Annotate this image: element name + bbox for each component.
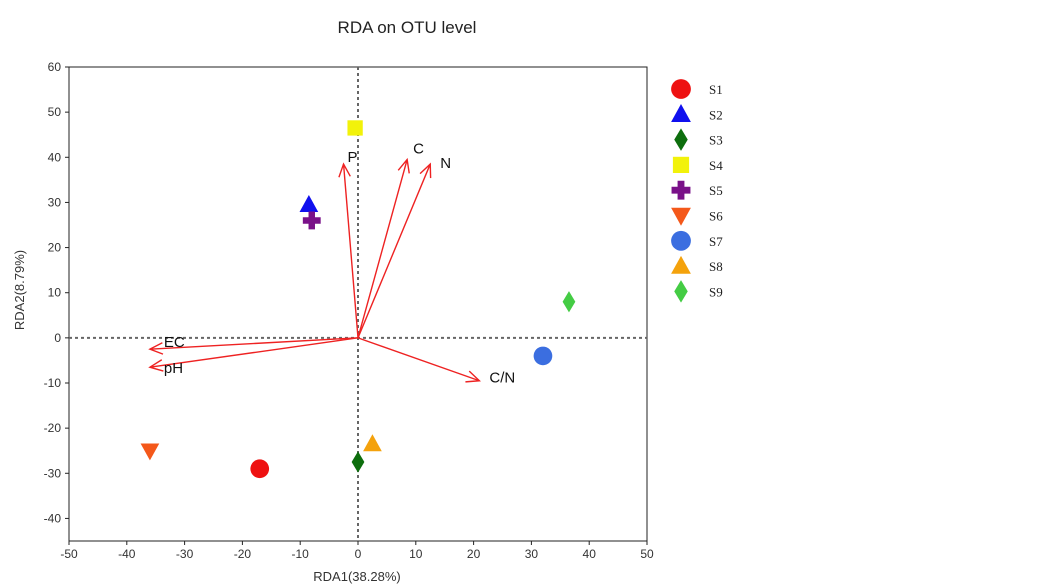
legend-marker-s1 — [671, 79, 691, 99]
vector-ec — [149, 337, 359, 350]
x-tick-label: 0 — [355, 547, 362, 561]
legend-marker-s4 — [672, 156, 690, 173]
sample-point-s2 — [299, 194, 319, 212]
y-tick-label: 0 — [54, 331, 61, 345]
vector-arrowhead — [338, 162, 351, 178]
y-tick-label: -40 — [44, 511, 62, 525]
legend-label: S2 — [709, 107, 723, 122]
x-axis-ticks: -50 -40 -30 -20 -10 0 10 20 30 40 50 — [60, 541, 654, 561]
legend-marker-s5 — [671, 180, 691, 200]
y-axis-title: RDA2(8.79%) — [12, 250, 27, 330]
y-tick-label: -20 — [44, 421, 62, 435]
vector-label: C/N — [489, 370, 515, 387]
x-axis-title: RDA1(38.28%) — [313, 569, 400, 584]
legend: S1 S2 S3 S4 S5 S6 S7 S8 S9 — [671, 79, 723, 303]
x-tick-label: 30 — [525, 547, 539, 561]
vector-arrowhead — [465, 370, 481, 383]
vector-label: P — [348, 149, 358, 166]
legend-label: S7 — [709, 234, 723, 249]
vector-arrowhead — [419, 162, 432, 179]
x-tick-label: -40 — [118, 547, 136, 561]
vector-label: N — [440, 155, 451, 172]
legend-label: S8 — [709, 259, 723, 274]
y-tick-label: 40 — [48, 150, 62, 164]
y-tick-label: -10 — [44, 376, 62, 390]
legend-marker-s7 — [671, 230, 691, 251]
vector-arrowhead — [148, 359, 164, 372]
sample-point-s7 — [533, 346, 553, 366]
vector-arrowhead — [148, 342, 164, 355]
vector-arrowhead — [397, 157, 410, 174]
sample-point-s5 — [302, 211, 321, 230]
vector-label: C — [413, 141, 424, 158]
legend-marker-s8 — [671, 255, 691, 274]
vector-ph — [149, 337, 359, 368]
legend-marker-s9 — [674, 280, 688, 303]
legend-label: S1 — [709, 82, 723, 97]
y-tick-label: 50 — [48, 105, 62, 119]
legend-marker-s3 — [674, 128, 688, 151]
y-tick-label: 20 — [48, 241, 62, 255]
y-axis-ticks: -40 -30 -20 -10 0 10 20 30 40 50 60 — [44, 60, 69, 525]
x-tick-label: 40 — [583, 547, 597, 561]
legend-label: S9 — [709, 284, 723, 299]
x-tick-label: -20 — [234, 547, 252, 561]
vector-p — [342, 163, 359, 338]
environment-vectors: P CN EC pH C/N — [148, 141, 515, 387]
y-tick-label: 60 — [48, 60, 62, 74]
sample-point-s8 — [363, 434, 382, 452]
sample-point-s4 — [347, 120, 363, 136]
y-tick-label: 30 — [48, 195, 62, 209]
x-tick-label: -50 — [60, 547, 78, 561]
x-tick-label: 50 — [640, 547, 654, 561]
sample-point-s1 — [250, 459, 270, 479]
sample-point-s6 — [140, 443, 160, 461]
sample-point-s9 — [562, 291, 576, 313]
vector-label: pH — [164, 360, 183, 377]
x-tick-label: 20 — [467, 547, 481, 561]
x-tick-label: -30 — [176, 547, 194, 561]
y-tick-label: -30 — [44, 466, 62, 480]
vector-label: EC — [164, 334, 185, 351]
legend-label: S3 — [709, 133, 723, 148]
sample-points — [140, 120, 576, 479]
x-tick-label: -10 — [292, 547, 310, 561]
y-tick-label: 10 — [48, 286, 62, 300]
chart-title: RDA on OTU level — [338, 18, 477, 37]
vector-c — [357, 159, 408, 339]
x-tick-label: 10 — [409, 547, 423, 561]
legend-marker-s2 — [671, 104, 691, 122]
legend-label: S6 — [709, 209, 723, 224]
legend-label: S4 — [709, 158, 723, 173]
legend-label: S5 — [709, 183, 723, 198]
legend-marker-s6 — [671, 207, 691, 226]
vector-c-n — [357, 337, 480, 382]
vector-n — [357, 163, 431, 339]
sample-point-s3 — [351, 451, 365, 473]
